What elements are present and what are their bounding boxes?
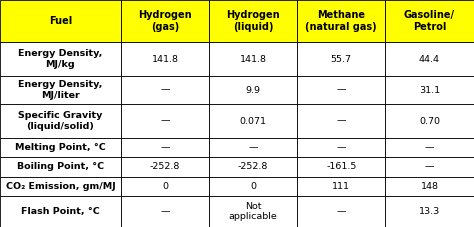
Text: 55.7: 55.7 bbox=[331, 55, 352, 64]
Text: Energy Density,
MJ/liter: Energy Density, MJ/liter bbox=[18, 80, 103, 100]
Bar bbox=[297, 177, 385, 196]
Text: Energy Density,
MJ/kg: Energy Density, MJ/kg bbox=[18, 49, 103, 69]
Bar bbox=[209, 104, 297, 138]
Text: 141.8: 141.8 bbox=[240, 55, 266, 64]
Bar bbox=[385, 0, 474, 42]
Bar bbox=[0, 157, 121, 177]
Bar bbox=[121, 157, 209, 177]
Bar bbox=[121, 104, 209, 138]
Bar bbox=[297, 76, 385, 104]
Bar bbox=[0, 138, 121, 157]
Bar bbox=[385, 177, 474, 196]
Bar bbox=[385, 196, 474, 227]
Bar bbox=[0, 196, 121, 227]
Bar bbox=[297, 157, 385, 177]
Text: Specific Gravity
(liquid/solid): Specific Gravity (liquid/solid) bbox=[18, 111, 103, 131]
Bar bbox=[0, 42, 121, 76]
Text: —: — bbox=[248, 143, 258, 152]
Text: 0: 0 bbox=[162, 182, 168, 191]
Text: —: — bbox=[337, 143, 346, 152]
Text: -161.5: -161.5 bbox=[326, 163, 356, 171]
Bar bbox=[121, 138, 209, 157]
Bar bbox=[121, 196, 209, 227]
Bar bbox=[385, 42, 474, 76]
Bar bbox=[0, 177, 121, 196]
Text: —: — bbox=[425, 163, 434, 171]
Text: Hydrogen
(gas): Hydrogen (gas) bbox=[138, 10, 192, 32]
Text: 111: 111 bbox=[332, 182, 350, 191]
Bar bbox=[209, 0, 297, 42]
Bar bbox=[209, 76, 297, 104]
Bar bbox=[209, 138, 297, 157]
Text: CO₂ Emission, gm/MJ: CO₂ Emission, gm/MJ bbox=[6, 182, 115, 191]
Text: —: — bbox=[337, 207, 346, 216]
Text: Boiling Point, °C: Boiling Point, °C bbox=[17, 163, 104, 171]
Text: 0.70: 0.70 bbox=[419, 116, 440, 126]
Text: —: — bbox=[337, 116, 346, 126]
Text: —: — bbox=[337, 86, 346, 95]
Text: 141.8: 141.8 bbox=[152, 55, 178, 64]
Bar bbox=[297, 196, 385, 227]
Bar bbox=[385, 138, 474, 157]
Text: 9.9: 9.9 bbox=[246, 86, 261, 95]
Text: Melting Point, °C: Melting Point, °C bbox=[15, 143, 106, 152]
Bar bbox=[121, 42, 209, 76]
Text: —: — bbox=[425, 143, 434, 152]
Bar bbox=[297, 42, 385, 76]
Bar bbox=[0, 0, 121, 42]
Text: 44.4: 44.4 bbox=[419, 55, 440, 64]
Text: —: — bbox=[160, 143, 170, 152]
Bar bbox=[209, 157, 297, 177]
Text: —: — bbox=[160, 116, 170, 126]
Bar bbox=[121, 0, 209, 42]
Text: Flash Point, °C: Flash Point, °C bbox=[21, 207, 100, 216]
Text: 31.1: 31.1 bbox=[419, 86, 440, 95]
Bar bbox=[0, 76, 121, 104]
Bar bbox=[297, 138, 385, 157]
Bar bbox=[121, 177, 209, 196]
Text: -252.8: -252.8 bbox=[238, 163, 268, 171]
Text: Hydrogen
(liquid): Hydrogen (liquid) bbox=[226, 10, 280, 32]
Text: Gasoline/
Petrol: Gasoline/ Petrol bbox=[404, 10, 455, 32]
Bar bbox=[209, 196, 297, 227]
Text: 0.071: 0.071 bbox=[240, 116, 266, 126]
Text: Fuel: Fuel bbox=[49, 16, 72, 26]
Bar bbox=[297, 0, 385, 42]
Text: —: — bbox=[160, 86, 170, 95]
Text: -252.8: -252.8 bbox=[150, 163, 180, 171]
Bar bbox=[209, 42, 297, 76]
Text: Not
applicable: Not applicable bbox=[229, 202, 277, 221]
Text: 0: 0 bbox=[250, 182, 256, 191]
Text: 13.3: 13.3 bbox=[419, 207, 440, 216]
Bar bbox=[209, 177, 297, 196]
Text: —: — bbox=[160, 207, 170, 216]
Bar bbox=[385, 157, 474, 177]
Bar bbox=[385, 104, 474, 138]
Text: Methane
(natural gas): Methane (natural gas) bbox=[305, 10, 377, 32]
Bar bbox=[0, 104, 121, 138]
Bar bbox=[121, 76, 209, 104]
Text: 148: 148 bbox=[420, 182, 438, 191]
Bar bbox=[297, 104, 385, 138]
Bar bbox=[385, 76, 474, 104]
